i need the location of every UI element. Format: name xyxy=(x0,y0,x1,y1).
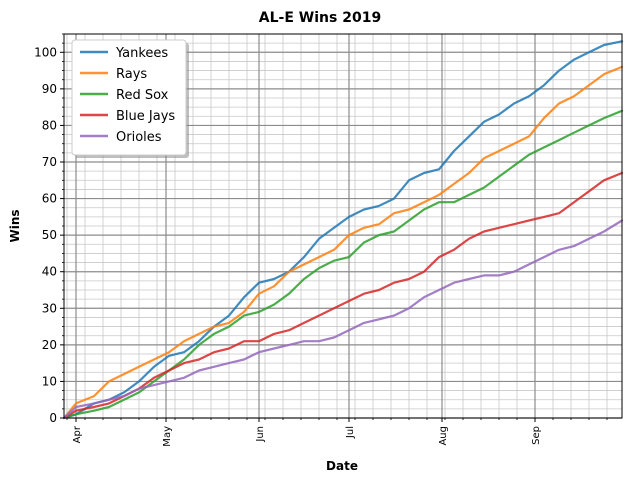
y-tick-label: 0 xyxy=(49,411,57,425)
legend-label-rays: Rays xyxy=(116,67,147,82)
x-axis-label: Date xyxy=(326,459,358,473)
y-tick-label: 90 xyxy=(42,82,57,96)
x-tick-label: May xyxy=(162,426,173,447)
y-axis-label: Wins xyxy=(8,209,22,242)
legend-box xyxy=(71,39,187,156)
y-tick-label: 50 xyxy=(42,228,57,242)
x-tick-label: Aug xyxy=(438,426,449,446)
y-tick-label: 30 xyxy=(42,301,57,315)
y-tick-label: 20 xyxy=(42,338,57,352)
series-line-rays xyxy=(62,65,624,420)
legend-label-yankees: Yankees xyxy=(115,46,168,61)
legend-label-red-sox: Red Sox xyxy=(116,88,169,103)
chart-title: AL-E Wins 2019 xyxy=(259,10,381,26)
series-layer xyxy=(62,40,624,420)
series-line-orioles xyxy=(62,219,624,420)
legend: Yankees Rays Red Sox Blue Jays Orioles xyxy=(71,39,189,158)
y-tick-label: 70 xyxy=(42,155,57,169)
y-tick-label: 100 xyxy=(34,45,57,59)
y-tick-label: 60 xyxy=(42,192,57,206)
series-line-red-sox xyxy=(62,109,624,420)
y-tick-label: 80 xyxy=(42,118,57,132)
legend-label-orioles: Orioles xyxy=(116,130,162,145)
legend-label-blue-jays: Blue Jays xyxy=(116,109,175,124)
x-tick-label: Jun xyxy=(255,426,266,443)
y-tick-label: 40 xyxy=(42,265,57,279)
x-tick-label: Sep xyxy=(531,426,542,445)
x-tick-label: Jul xyxy=(345,426,356,439)
axes: 0 10 20 30 40 50 60 70 80 90 100 Apr May Jun Jul Aug Sep xyxy=(34,33,623,447)
series-line-blue-jays xyxy=(62,171,624,420)
grid xyxy=(64,33,622,419)
x-tick-label: Apr xyxy=(72,425,83,443)
y-tick-label: 10 xyxy=(42,374,57,388)
series-line-yankees xyxy=(62,40,624,420)
